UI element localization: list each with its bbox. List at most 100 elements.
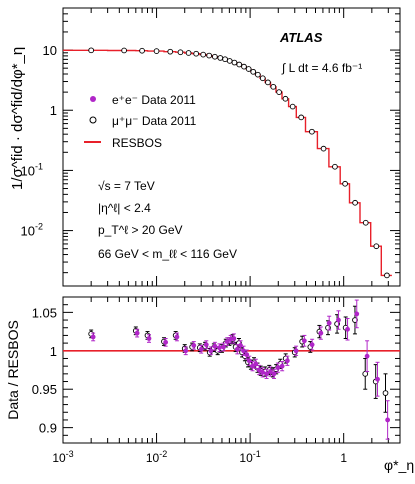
ee-ratio-point [191, 343, 197, 348]
mumu-data-point [245, 66, 252, 72]
ee-ratio-point [354, 311, 360, 317]
ee-ratio-point [198, 346, 204, 352]
mumu-data-point [384, 272, 390, 279]
ee-ratio-point [212, 343, 218, 349]
ee-ratio-point [279, 363, 285, 369]
mumu-data-point [222, 56, 228, 63]
ee-ratio-point [246, 358, 252, 364]
atlas-label: ATLAS [279, 30, 323, 45]
ee-ratio-point [174, 334, 180, 340]
mumu-data-point [212, 53, 218, 60]
ee-ratio-point [309, 342, 315, 348]
eta-cut-label: |η^ℓ| < 2.4 [98, 201, 151, 215]
ee-ratio-point [293, 348, 299, 354]
ee-ratio-point [336, 317, 341, 323]
mumu-data-point [139, 47, 145, 54]
ee-ratio-point [345, 326, 350, 332]
mumu-data-point [250, 68, 257, 75]
ee-ratio-point [234, 346, 240, 352]
mumu-data-point [332, 163, 338, 170]
mumu-data-point [362, 219, 369, 226]
mumu-data-point [200, 51, 207, 58]
ee-ratio-point [208, 348, 214, 354]
top-ticks [62, 7, 401, 286]
mumu-data-point [217, 55, 224, 61]
legend-marker-mumu [89, 116, 97, 124]
mumu-data-point [265, 79, 271, 86]
ratio-y-tick-label: 0.9 [39, 421, 57, 436]
mumu-ratio-point [325, 324, 331, 331]
mumu-data-point [167, 48, 174, 55]
ratio-y-tick-label: 1.05 [32, 305, 57, 320]
ee-ratio-point [217, 345, 222, 351]
x-tick-labels: 10-3 10-2 10-1 1 [52, 449, 347, 465]
mumu-data-point [255, 71, 261, 78]
ee-ratio-point [238, 343, 243, 348]
x-tick-label: 1 [340, 451, 347, 465]
ee-ratio-point [253, 361, 259, 367]
luminosity-label: ∫ L dt = 4.6 fb⁻¹ [281, 61, 362, 75]
ee-ratio-point [318, 330, 324, 336]
mumu-data-point [342, 180, 348, 187]
top-plot-frame [62, 7, 401, 287]
ee-ratio-point [163, 339, 169, 345]
sqrt-s-label: √s = 7 TeV [98, 179, 155, 193]
ratio-data-points [88, 299, 391, 440]
ee-ratio-point [146, 336, 152, 341]
mumu-data-point [289, 103, 296, 110]
legend-label-mumu: μ⁺μ⁻ Data 2011 [112, 114, 197, 128]
ee-ratio-point [241, 348, 246, 354]
ee-ratio-point [224, 339, 230, 344]
y-tick-label: 10-2 [21, 222, 43, 239]
mumu-data-point [241, 63, 247, 70]
mumu-data-point [193, 50, 200, 57]
mumu-data-point [236, 61, 243, 68]
mumu-data-point [153, 48, 160, 54]
y-tick-label: 10 [43, 43, 57, 58]
mumu-ratio-point [362, 370, 369, 377]
mumu-data-point [121, 47, 127, 54]
legend-label-ee: e⁺e⁻ Data 2011 [112, 93, 196, 107]
ratio-y-tick-label: 1 [50, 344, 57, 359]
y-tick-exponent: -1 [35, 161, 43, 171]
ee-ratio-point [203, 342, 209, 348]
x-tick-exponent: -3 [66, 449, 74, 459]
ee-ratio-point [264, 371, 269, 377]
ratio-ticks [62, 296, 401, 444]
top-y-axis-label: 1/σ^fid · dσ^fid/dφ*_η [9, 47, 26, 190]
ee-ratio-point [301, 338, 307, 344]
ee-ratio-point [260, 369, 266, 375]
legend-label-resbos: RESBOS [112, 136, 162, 150]
ee-ratio-point [256, 367, 262, 373]
cut-annotations: √s = 7 TeV |η^ℓ| < 2.4 p_T^ℓ > 20 GeV 66… [98, 179, 237, 261]
mumu-data-point [373, 243, 380, 250]
legend: e⁺e⁻ Data 2011 μ⁺μ⁻ Data 2011 RESBOS [84, 93, 197, 150]
ee-ratio-point [364, 353, 370, 359]
mumu-data-point [320, 145, 327, 152]
ee-ratio-point [375, 376, 380, 382]
ee-ratio-point [284, 358, 290, 364]
mumu-data-point [88, 47, 95, 54]
x-tick-label: 10-1 [239, 449, 260, 465]
mumu-data-point [226, 58, 233, 64]
ratio-y-tick-label: 0.95 [32, 382, 57, 397]
mumu-ratio-point [382, 390, 389, 396]
mumu-data-point [309, 128, 315, 135]
ratio-panel: 0.9 0.95 1 1.05 10-3 10-2 10-1 1 Data / RESBOS… [5, 296, 414, 473]
y-tick-exponent: -2 [35, 222, 43, 232]
x-tick-exponent: -1 [253, 449, 261, 459]
ee-ratio-point [90, 334, 96, 340]
ee-ratio-point [326, 320, 332, 326]
x-tick-label: 10-3 [52, 449, 73, 465]
resbos-step-line [63, 49, 392, 277]
mumu-data-point [206, 52, 213, 59]
ee-ratio-point [231, 336, 237, 341]
ratio-y-axis-label: Data / RESBOS [5, 320, 21, 420]
mumu-data-point [185, 50, 192, 56]
pt-cut-label: p_T^ℓ > 20 GeV [98, 223, 183, 237]
x-tick-exponent: -2 [159, 449, 167, 459]
mumu-data-point [270, 83, 277, 90]
mumu-data-point [259, 75, 266, 82]
ratio-y-tick-labels: 0.9 0.95 1 1.05 [32, 305, 57, 435]
